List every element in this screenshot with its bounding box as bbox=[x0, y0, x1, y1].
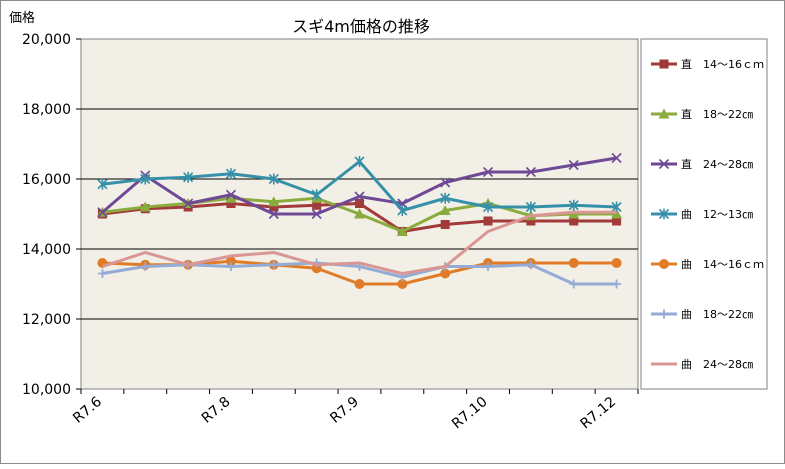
point-marker bbox=[612, 216, 622, 226]
legend-item: 直 24～28㎝ bbox=[651, 157, 753, 171]
point-marker bbox=[225, 189, 237, 200]
point-marker bbox=[354, 208, 365, 219]
point-marker bbox=[612, 279, 622, 289]
point-marker bbox=[183, 198, 194, 209]
x-tick-label: R7.6 bbox=[70, 394, 105, 427]
point-marker bbox=[483, 216, 493, 226]
point-marker bbox=[526, 216, 536, 226]
point-marker bbox=[659, 59, 669, 69]
point-marker bbox=[225, 256, 236, 267]
point-marker bbox=[439, 205, 451, 215]
legend-label: 曲 18～22㎝ bbox=[681, 308, 753, 321]
point-marker bbox=[483, 262, 493, 271]
point-marker bbox=[658, 208, 670, 220]
point-marker bbox=[311, 189, 322, 201]
point-marker bbox=[569, 279, 579, 289]
chart-title: スギ4m価格の推移 bbox=[292, 17, 430, 36]
point-marker bbox=[440, 220, 450, 229]
legend-label: 直 18～22㎝ bbox=[681, 107, 753, 121]
series-4 bbox=[97, 156, 622, 216]
point-marker bbox=[183, 171, 194, 183]
legend-item: 曲 14～16ｃｍ bbox=[651, 258, 764, 271]
point-marker bbox=[269, 260, 279, 270]
point-marker bbox=[659, 309, 669, 319]
y-tick-label: 18,000 bbox=[22, 102, 71, 118]
point-marker bbox=[354, 279, 365, 289]
point-marker bbox=[97, 207, 108, 218]
point-marker bbox=[659, 259, 669, 269]
point-marker bbox=[611, 152, 622, 164]
x-tick-label: R7.10 bbox=[449, 394, 491, 433]
point-marker bbox=[269, 202, 279, 212]
point-marker bbox=[354, 156, 365, 167]
legend-item: 曲 24～28㎝ bbox=[651, 358, 753, 371]
point-marker bbox=[569, 216, 579, 226]
point-marker bbox=[440, 268, 451, 279]
point-marker bbox=[225, 168, 237, 180]
point-marker bbox=[482, 166, 494, 178]
point-marker bbox=[312, 200, 322, 210]
legend-label: 曲 24～28㎝ bbox=[681, 358, 753, 371]
point-marker bbox=[397, 205, 408, 216]
x-tick-label: R7.9 bbox=[327, 394, 362, 427]
point-marker bbox=[268, 208, 279, 220]
legend-item: 直 14～16ｃｍ bbox=[651, 57, 764, 71]
y-tick-label: 10,000 bbox=[22, 382, 71, 398]
series-7 bbox=[101, 210, 617, 275]
legend-item: 曲 12～13㎝ bbox=[651, 208, 753, 221]
point-marker bbox=[225, 192, 237, 203]
point-marker bbox=[311, 208, 322, 220]
point-marker bbox=[611, 258, 622, 268]
y-tick-label: 12,000 bbox=[22, 312, 71, 328]
point-marker bbox=[354, 191, 365, 202]
series-3 bbox=[97, 152, 622, 220]
point-marker bbox=[97, 269, 107, 278]
point-marker bbox=[139, 201, 151, 212]
point-marker bbox=[568, 199, 579, 211]
point-marker bbox=[440, 192, 451, 204]
series-line bbox=[101, 210, 617, 275]
legend-label: 曲 14～16ｃｍ bbox=[681, 258, 764, 271]
point-marker bbox=[268, 173, 279, 185]
point-marker bbox=[268, 196, 280, 207]
x-tick-label: R7.8 bbox=[199, 394, 234, 427]
point-marker bbox=[525, 201, 536, 213]
y-tick-label: 20,000 bbox=[22, 32, 71, 48]
point-marker bbox=[482, 201, 494, 213]
point-marker bbox=[526, 260, 536, 270]
legend-label: 直 14～16ｃｍ bbox=[681, 57, 764, 71]
point-marker bbox=[568, 159, 579, 171]
point-marker bbox=[355, 199, 364, 208]
point-marker bbox=[226, 262, 236, 271]
point-marker bbox=[97, 178, 108, 190]
y-tick-label: 16,000 bbox=[22, 172, 71, 188]
point-marker bbox=[397, 279, 408, 289]
x-tick-label: R7.12 bbox=[578, 394, 620, 433]
point-marker bbox=[568, 258, 579, 268]
legend-item: 曲 18～22㎝ bbox=[651, 308, 753, 321]
y-axis-title: 価格 bbox=[9, 10, 35, 26]
y-tick-label: 14,000 bbox=[22, 242, 71, 258]
point-marker bbox=[396, 226, 408, 236]
legend-label: 直 24～28㎝ bbox=[681, 157, 753, 171]
point-marker bbox=[658, 158, 670, 170]
point-marker bbox=[525, 166, 536, 178]
point-marker bbox=[140, 262, 150, 271]
point-marker bbox=[440, 177, 451, 188]
legend-item: 直 18～22㎝ bbox=[651, 107, 753, 121]
point-marker bbox=[226, 199, 236, 208]
point-marker bbox=[140, 173, 151, 185]
point-marker bbox=[611, 201, 622, 213]
legend-label: 曲 12～13㎝ bbox=[681, 208, 753, 221]
point-marker bbox=[658, 108, 670, 119]
